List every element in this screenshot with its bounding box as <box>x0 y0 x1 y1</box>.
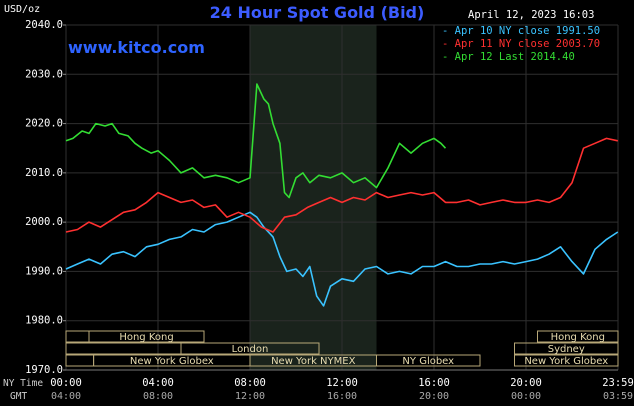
date-stamp: April 12, 2023 16:03 <box>468 9 595 21</box>
y-tick-label: 1980.0 <box>25 315 63 327</box>
session-bar <box>514 354 619 367</box>
series-lines <box>65 83 619 307</box>
x-tick-label-ny: 20:00 <box>510 377 542 389</box>
session-label: New York Globex <box>524 356 608 367</box>
gmt-label: GMT <box>10 391 27 402</box>
series-line <box>65 83 447 199</box>
legend-marker: - <box>442 25 455 37</box>
y-tick-label: 2010.0 <box>25 167 63 179</box>
highlight-band <box>250 25 377 370</box>
session-label: Hong Kong <box>551 332 605 343</box>
y-tick-label: 2030.0 <box>25 68 63 80</box>
x-tick-label-gmt: 16:00 <box>327 391 357 402</box>
unit-label: USD/oz <box>4 4 41 15</box>
x-tick-label-gmt: 04:00 <box>51 391 81 402</box>
x-tick-label-gmt: 00:00 <box>511 391 541 402</box>
session-bar <box>180 342 320 355</box>
x-tick-label-ny: 00:00 <box>50 377 82 389</box>
legend-item-apr11: - Apr 11 NY close 2003.70 <box>442 38 600 51</box>
legend-label: Apr 10 NY close 1991.50 <box>454 25 601 37</box>
legend-label: Apr 11 NY close 2003.70 <box>454 38 601 50</box>
session-label: Sydney <box>548 344 585 355</box>
x-tick-label-ny: 16:00 <box>418 377 450 389</box>
session-bar <box>537 330 619 343</box>
legend-item-apr10: - Apr 10 NY close 1991.50 <box>442 25 600 38</box>
kitco-watermark: www.kitco.com <box>68 38 205 57</box>
x-axis-ticks: 00:00 04:00 08:00 12:00 16:00 20:00 23:59 04:00… <box>50 377 634 402</box>
y-tick-label: 2040.0 <box>25 19 63 31</box>
legend-marker: - <box>442 38 455 50</box>
session-label: New York NYMEX <box>271 356 356 367</box>
session-bars: Hong Kong London New York Globex New York N… <box>65 330 619 367</box>
y-tick-label: 2000.0 <box>25 216 63 228</box>
ny-time-label: NY Time <box>3 378 43 389</box>
y-tick-label: 1990.0 <box>25 265 63 277</box>
x-tick-label-ny: 04:00 <box>142 377 174 389</box>
session-bar <box>514 342 619 355</box>
legend: - Apr 10 NY close 1991.50 - Apr 11 NY cl… <box>442 25 600 64</box>
x-tick-label-ny: 08:00 <box>234 377 266 389</box>
session-label: London <box>232 344 269 355</box>
y-axis-ticks: 2040.0 2030.0 2020.0 2010.0 2000.0 1990.0 1980… <box>25 19 66 376</box>
session-bar <box>376 354 481 367</box>
x-tick-label-ny: 23:59 <box>602 377 634 389</box>
x-tick-label-gmt: 03:59 <box>603 391 633 402</box>
y-tick-label: 2020.0 <box>25 118 63 130</box>
legend-item-apr12: - Apr 12 Last 2014.40 <box>442 51 600 64</box>
legend-label: Apr 12 Last 2014.40 <box>454 51 575 63</box>
y-tick-label: 1970.0 <box>25 364 63 376</box>
legend-marker: - <box>442 51 455 63</box>
x-tick-label-gmt: 08:00 <box>143 391 173 402</box>
session-label: Hong Kong <box>119 332 173 343</box>
session-bar <box>88 330 205 343</box>
x-tick-label-gmt: 20:00 <box>419 391 449 402</box>
x-tick-label-gmt: 12:00 <box>235 391 265 402</box>
series-line <box>65 137 618 233</box>
series-line <box>65 211 619 307</box>
session-label: NY Globex <box>402 356 454 367</box>
session-label: New York Globex <box>130 356 214 367</box>
x-tick-label-ny: 12:00 <box>326 377 358 389</box>
